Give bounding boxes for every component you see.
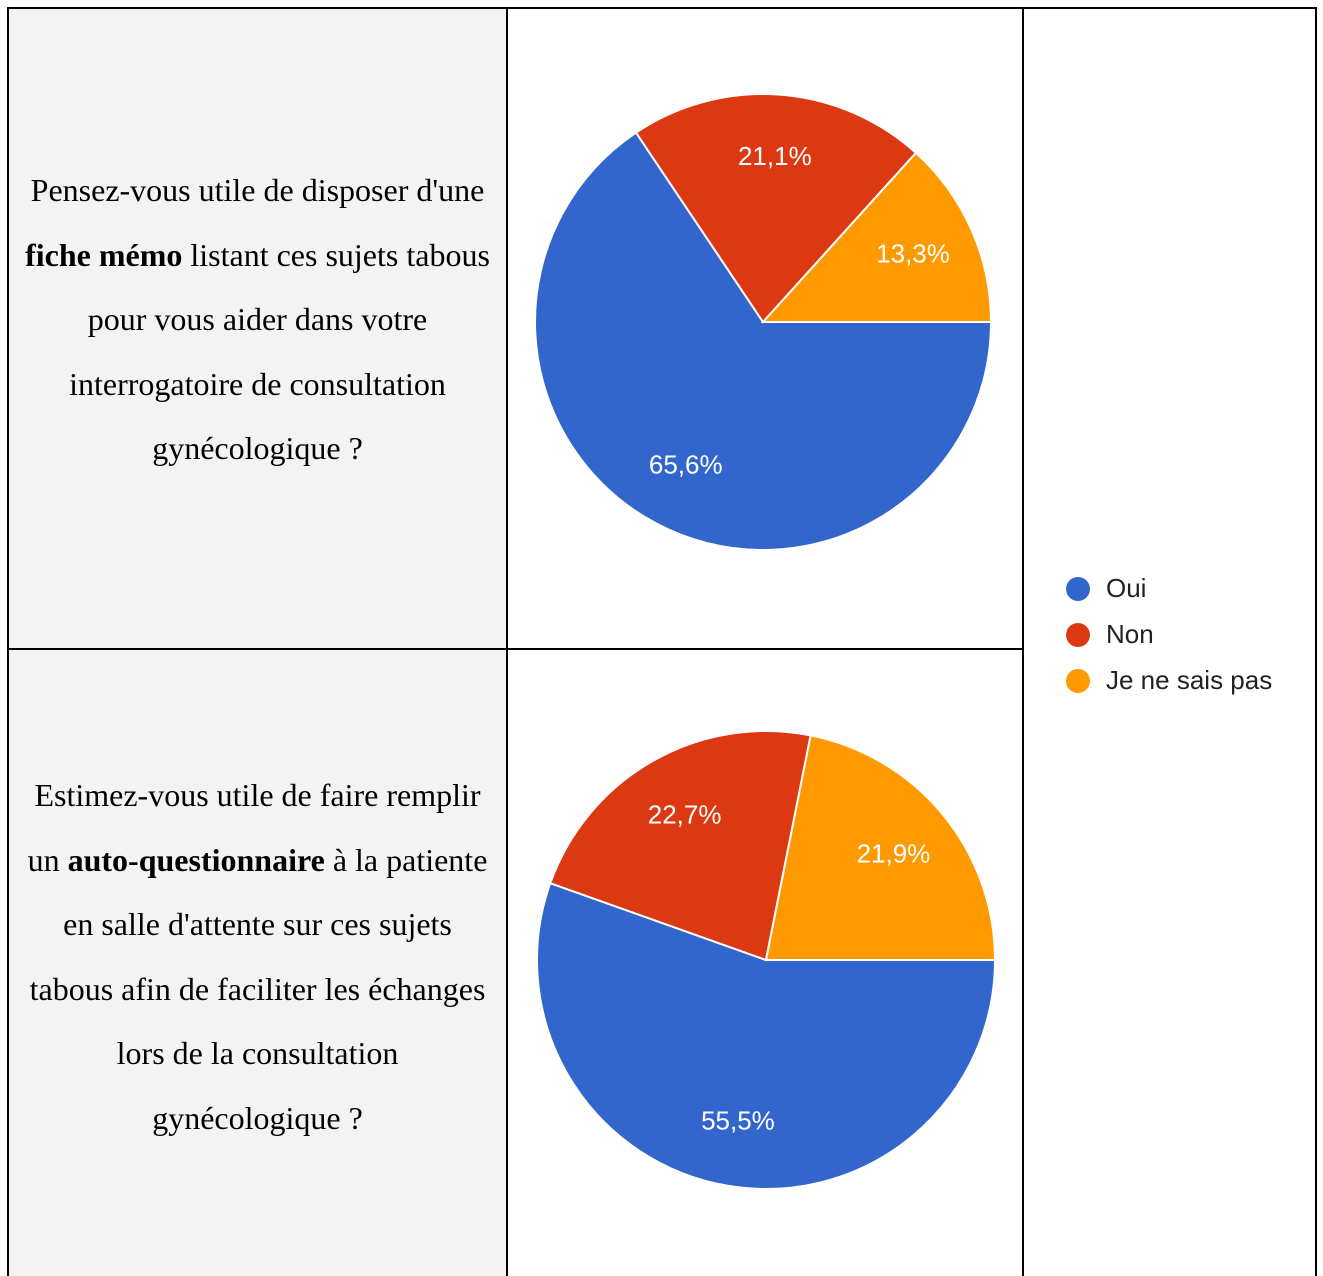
table-border [1315,7,1317,1276]
bold-text: fiche mémo [25,236,183,273]
legend-swatch [1066,669,1090,693]
text: Estimez-vous utile de faire remplir un [27,777,481,878]
question-text: Estimez-vous utile de faire remplir un a… [8,763,507,1150]
text: à la patiente en salle d'attente sur ces… [29,841,488,1136]
slice-label: 21,9% [857,838,931,868]
legend-label: Oui [1106,573,1146,603]
text: Pensez-vous utile de disposer d'une [30,172,485,208]
slice-label: 21,1% [738,141,812,171]
table-border [506,7,508,1276]
legend-swatch [1066,577,1090,601]
slice-label: 13,3% [876,238,950,268]
slice-label: 22,7% [648,799,722,829]
table-border [1022,7,1024,1276]
pie-slice [536,881,997,1190]
pie-slice [760,151,993,323]
question-cell [8,8,507,1276]
bold-text: auto-questionnaire [67,841,325,878]
table-border [7,7,9,1276]
pie-slice [534,131,993,551]
table-border [7,7,1317,9]
pie-slice [764,734,997,961]
question-text: Pensez-vous utile de disposer d'une fich… [8,158,507,481]
table-border [7,648,1024,650]
pie-slice [634,93,918,324]
text: listant ces sujets tabous pour vous aide… [69,236,490,467]
legend-swatch [1066,623,1090,647]
pie-slice [548,730,812,962]
slice-label: 55,5% [701,1105,775,1135]
legend-label: Non [1106,619,1154,649]
slice-label: 65,6% [649,450,723,480]
legend-label: Je ne sais pas [1106,665,1272,695]
